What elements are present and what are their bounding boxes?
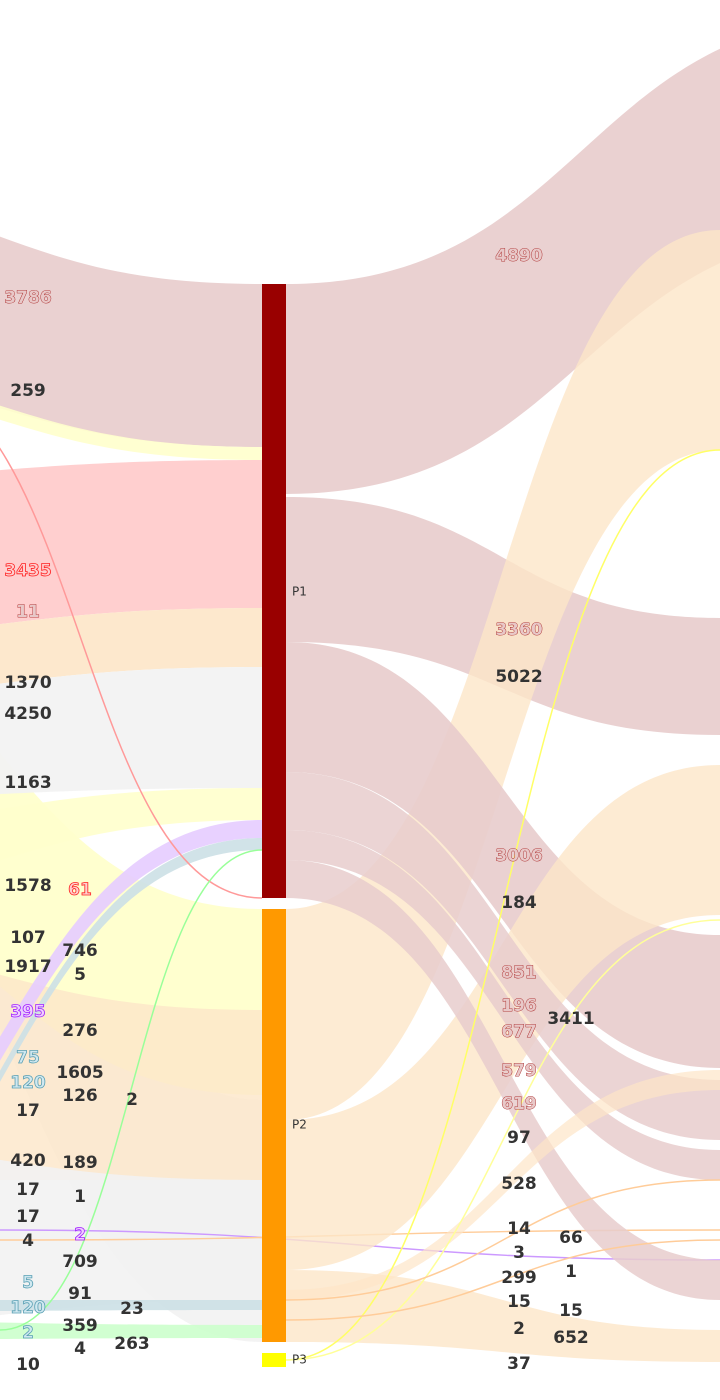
link-value-label: 579 xyxy=(501,1061,537,1081)
link-value-label: 17 xyxy=(16,1207,40,1227)
link-value-label: 3006 xyxy=(495,846,542,866)
link-value-label: 3786 xyxy=(4,288,51,308)
link-value-label: 299 xyxy=(501,1268,537,1288)
link-value-label: 2 xyxy=(22,1323,34,1343)
node-p1[interactable] xyxy=(262,284,286,898)
link-value-label: 75 xyxy=(16,1048,40,1068)
link-value-label: 15 xyxy=(507,1292,531,1312)
link-value-label: 359 xyxy=(62,1316,98,1336)
sankey-link[interactable] xyxy=(0,788,262,900)
link-value-label: 126 xyxy=(62,1086,98,1106)
sankey-link-thin[interactable] xyxy=(0,380,263,899)
sankey-link-thin[interactable] xyxy=(285,1179,720,1301)
link-value-label: 709 xyxy=(62,1252,98,1272)
link-value-label: 3 xyxy=(513,1243,525,1263)
sankey-link[interactable] xyxy=(286,1270,720,1362)
link-value-label: 120 xyxy=(10,1298,46,1318)
link-value-label: 652 xyxy=(553,1328,589,1348)
link-value-label: 4250 xyxy=(4,704,51,724)
link-value-label: 184 xyxy=(501,893,537,913)
nodes-layer xyxy=(262,284,286,1367)
link-value-label: 97 xyxy=(507,1128,531,1148)
link-value-label: 4 xyxy=(22,1231,34,1251)
link-value-label: 11 xyxy=(16,602,40,622)
link-value-label: 746 xyxy=(62,941,98,961)
link-value-label: 1917 xyxy=(4,957,51,977)
sankey-link[interactable] xyxy=(0,365,262,460)
link-value-label: 5 xyxy=(22,1273,34,1293)
link-value-label: 276 xyxy=(62,1021,98,1041)
link-value-label: 196 xyxy=(501,996,537,1016)
link-value-label: 189 xyxy=(62,1153,98,1173)
sankey-link[interactable] xyxy=(0,820,262,1280)
link-value-label: 4890 xyxy=(495,246,542,266)
link-value-label: 2 xyxy=(513,1319,525,1339)
sankey-link[interactable] xyxy=(0,608,262,700)
link-value-label: 1370 xyxy=(4,673,51,693)
link-value-label: 619 xyxy=(501,1094,537,1114)
node-label: P2 xyxy=(292,1118,307,1132)
link-value-label: 1605 xyxy=(56,1063,103,1083)
sankey-link[interactable] xyxy=(286,230,720,1120)
sankey-link[interactable] xyxy=(0,667,262,800)
link-value-label: 107 xyxy=(10,928,46,948)
link-value-label: 1578 xyxy=(4,876,51,896)
link-value-label: 263 xyxy=(114,1334,150,1354)
link-value-label: 17 xyxy=(16,1180,40,1200)
link-value-label: 14 xyxy=(507,1219,531,1239)
sankey-link[interactable] xyxy=(0,940,262,1181)
link-value-label: 3435 xyxy=(4,561,51,581)
link-value-label: 120 xyxy=(10,1073,46,1093)
sankey-link[interactable] xyxy=(286,1070,720,1300)
link-value-label: 17 xyxy=(16,1101,40,1121)
sankey-link[interactable] xyxy=(0,460,262,640)
link-value-label: 37 xyxy=(507,1354,531,1374)
link-value-label: 3411 xyxy=(547,1009,594,1029)
link-value-label: 10 xyxy=(16,1355,40,1375)
link-value-label: 5 xyxy=(74,965,86,985)
node-label: P3 xyxy=(292,1353,307,1367)
link-value-label: 1 xyxy=(74,1187,86,1207)
sankey-link[interactable] xyxy=(286,772,720,1140)
link-value-label: 2 xyxy=(74,1225,86,1245)
link-value-label: 851 xyxy=(501,963,537,983)
link-value-label: 5022 xyxy=(495,667,542,687)
sankey-link[interactable] xyxy=(286,860,720,1300)
link-value-label: 395 xyxy=(10,1002,46,1022)
sankey-link-thin[interactable] xyxy=(285,449,720,1361)
sankey-link[interactable] xyxy=(0,1300,262,1312)
sankey-link[interactable] xyxy=(0,1140,262,1330)
link-value-label: 1 xyxy=(565,1262,577,1282)
node-label: P1 xyxy=(292,585,307,599)
link-value-label: 420 xyxy=(10,1151,46,1171)
link-value-label: 15 xyxy=(559,1301,583,1321)
link-value-label: 1163 xyxy=(4,773,51,793)
link-value-label: 91 xyxy=(68,1284,92,1304)
sankey-link-thin[interactable] xyxy=(0,849,263,1331)
link-value-label: 677 xyxy=(501,1022,537,1042)
sankey-link[interactable] xyxy=(0,1320,262,1340)
sankey-link-thin[interactable] xyxy=(285,1239,720,1321)
sankey-link[interactable] xyxy=(286,830,720,1180)
node-p3[interactable] xyxy=(262,1353,286,1367)
link-value-label: 66 xyxy=(559,1228,583,1248)
link-value-label: 23 xyxy=(120,1299,144,1319)
link-value-label: 61 xyxy=(68,880,92,900)
sankey-link[interactable] xyxy=(286,642,720,1068)
sankey-link-thin[interactable] xyxy=(285,919,720,1361)
link-value-label: 3360 xyxy=(495,620,542,640)
sankey-link[interactable] xyxy=(286,15,720,494)
links-layer xyxy=(0,15,720,1362)
link-value-label: 528 xyxy=(501,1174,537,1194)
link-value-label: 2 xyxy=(126,1090,138,1110)
sankey-link[interactable] xyxy=(0,190,262,447)
link-value-label: 259 xyxy=(10,381,46,401)
node-p2[interactable] xyxy=(262,909,286,1342)
link-value-label: 4 xyxy=(74,1339,86,1359)
